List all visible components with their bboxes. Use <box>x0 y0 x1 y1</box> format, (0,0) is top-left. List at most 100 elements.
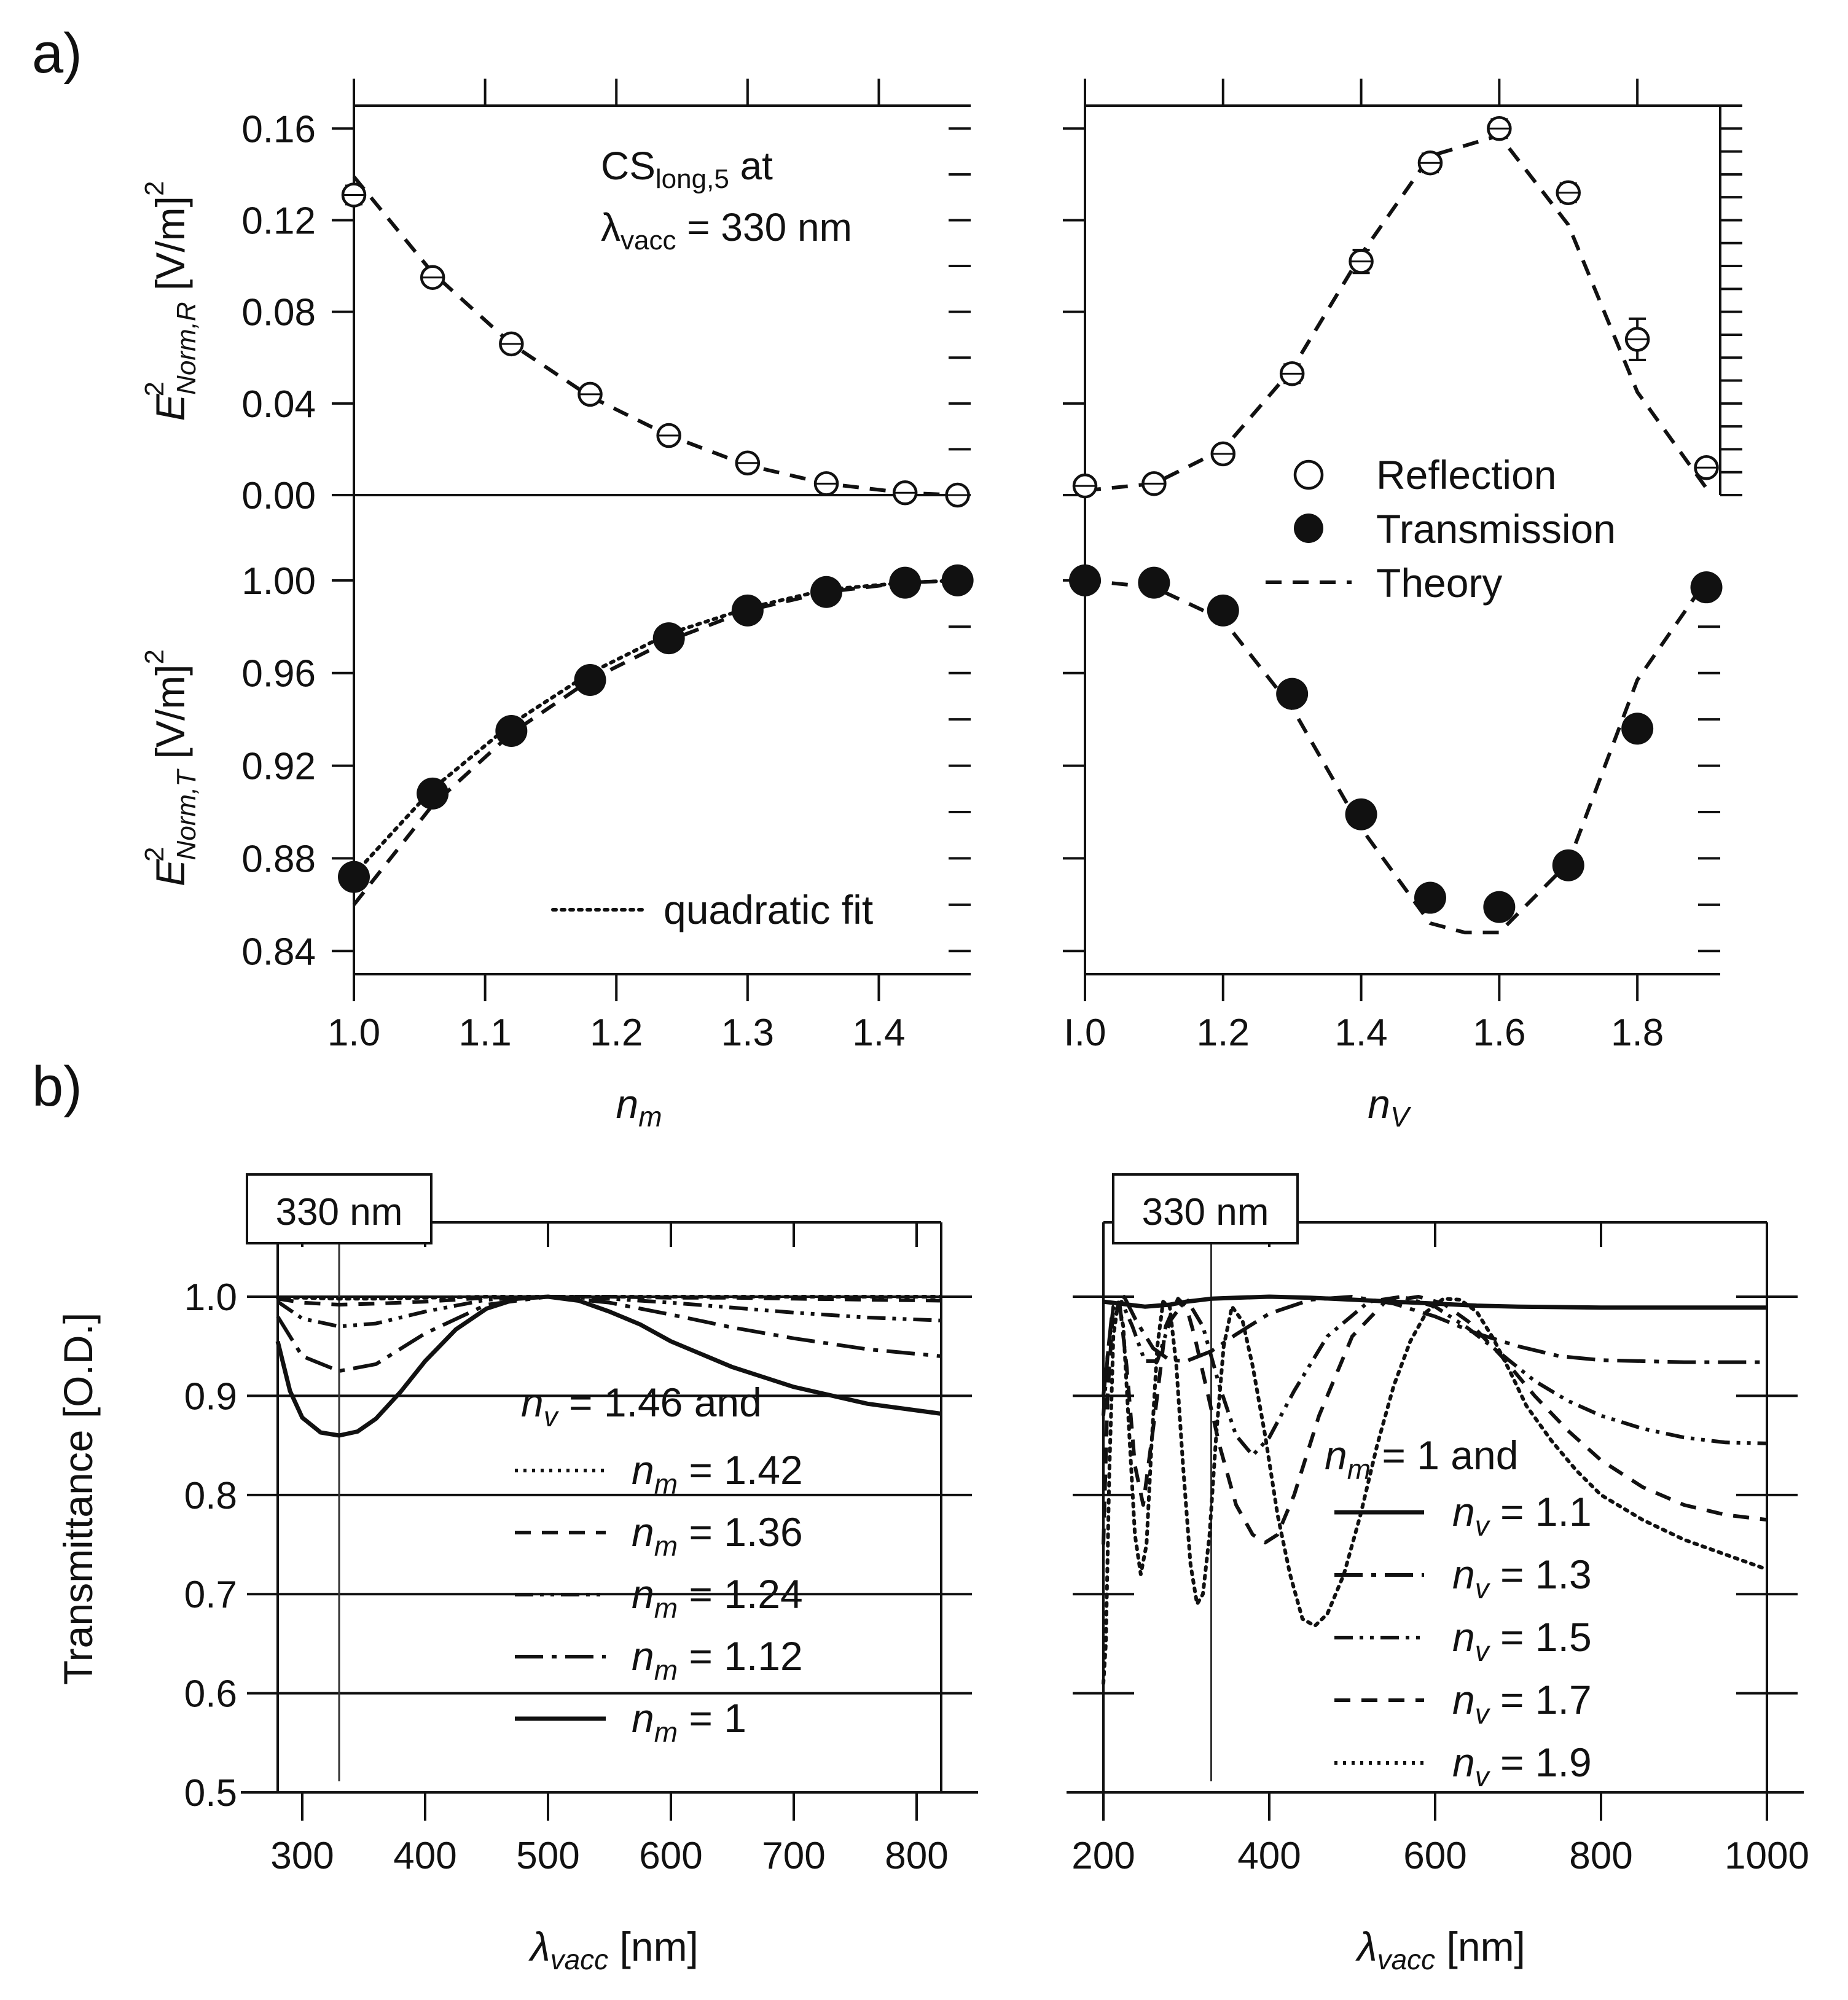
legend-label-tail: = 1.9 <box>1489 1740 1592 1785</box>
legend-label-tail: = 1.36 <box>678 1509 803 1555</box>
annotation-tail: at <box>729 144 773 188</box>
transmission-point <box>731 594 764 627</box>
legend-title-main: n <box>521 1380 544 1425</box>
x-tick-label: 800 <box>1569 1835 1632 1877</box>
legend-label-sub: m <box>654 1716 678 1748</box>
x-axis-title-lambda-left: λvacc [nm] <box>528 1924 699 1975</box>
wavelength-marker-label: 330 nm <box>1142 1191 1269 1233</box>
legend-label: nm = 1.12 <box>632 1633 803 1686</box>
x-tick-label: 1.0 <box>327 1012 380 1054</box>
transmittance-curve <box>275 1294 942 1438</box>
wavelength-marker-box <box>246 1173 433 1244</box>
annotation-main: λ <box>601 205 621 249</box>
transmittance-curve <box>1102 1297 1769 1686</box>
legend-title-left: nv = 1.46 and <box>521 1380 762 1432</box>
x-tick-label: 1.8 <box>1611 1012 1664 1054</box>
legend-swatch-transmission <box>1294 514 1323 543</box>
x-title-sub: V <box>1390 1101 1412 1133</box>
legend-label-sub: v <box>1475 1510 1491 1542</box>
annotation-sub: long,5 <box>656 164 729 194</box>
legend-label-tail: = 1.1 <box>1489 1489 1592 1534</box>
x-tick-label: 500 <box>516 1835 579 1877</box>
x-title-sub: vacc <box>550 1943 609 1975</box>
y-tick-label: 1.00 <box>241 560 316 603</box>
transmission-point <box>810 576 843 608</box>
y-title-unit: [V/m] <box>147 196 193 302</box>
legend-label: nv = 1.7 <box>1452 1677 1592 1730</box>
x-tick-label: 300 <box>270 1835 334 1877</box>
transmission-point <box>574 664 606 697</box>
legend-title-main: n <box>1325 1432 1347 1478</box>
transmission-point <box>495 715 528 747</box>
transmission-point <box>889 566 922 599</box>
legend-label: nm = 1.24 <box>632 1571 803 1624</box>
legend-label-sub: v <box>1475 1635 1491 1667</box>
x-tick-label: 1.1 <box>459 1012 512 1054</box>
y-tick-label: 0.6 <box>184 1673 237 1716</box>
legend-title-tail: = 1.46 and <box>558 1380 762 1425</box>
legend-label-sub: v <box>1475 1760 1491 1792</box>
legend-label-main: n <box>1452 1740 1475 1785</box>
legend-label-sub: m <box>654 1530 678 1562</box>
legend-title-tail: = 1 and <box>1371 1432 1518 1478</box>
transmission-point <box>338 861 370 893</box>
y-tick-label: 0.9 <box>184 1375 237 1418</box>
legend-label: nv = 1.9 <box>1452 1740 1592 1792</box>
x-tick-label: 1.2 <box>1197 1012 1250 1054</box>
transmittance-curve <box>1102 1295 1768 1458</box>
y-title-sub: Norm,T <box>171 768 202 861</box>
y-axis-title-reflection: E2Norm,R [V/m]2 <box>139 181 202 421</box>
quadratic-fit-curve <box>352 578 960 877</box>
legend-label-main: n <box>632 1509 654 1555</box>
x-axis-title-nv: nV <box>1368 1081 1412 1133</box>
x-tick-label: I.0 <box>1064 1012 1106 1054</box>
x-title-sub: vacc <box>1377 1943 1436 1975</box>
y-title-base: E <box>147 393 193 421</box>
legend-label-main: n <box>632 1447 654 1493</box>
y-tick-label: 0.84 <box>241 931 316 973</box>
legend-label-main: n <box>632 1571 654 1617</box>
y-tick-label: 0.96 <box>241 653 316 695</box>
annotation-tail: = 330 nm <box>676 205 852 249</box>
theory-curve-transmission-nm <box>352 578 958 906</box>
x-tick-label: 400 <box>1237 1835 1301 1877</box>
y-title-sub: Norm,R <box>171 302 202 395</box>
x-tick-label: 600 <box>1403 1835 1466 1877</box>
legend-label: nv = 1.5 <box>1452 1614 1592 1667</box>
panel-label-a: a) <box>32 22 82 85</box>
annotation-sub: vacc <box>621 225 676 256</box>
x-tick-label: 700 <box>762 1835 825 1877</box>
x-tick-label: 1000 <box>1725 1835 1809 1877</box>
legend-label: nm = 1.36 <box>632 1509 803 1562</box>
legend-label-sub: m <box>654 1468 678 1500</box>
legend-label: nv = 1.1 <box>1452 1489 1592 1542</box>
transmission-point <box>1207 594 1239 627</box>
legend-label-main: n <box>632 1633 654 1679</box>
legend-label-tail: = 1.24 <box>678 1571 803 1617</box>
legend-title-sub: v <box>544 1400 560 1432</box>
y-tick-label: 0.04 <box>241 383 316 426</box>
transmission-point <box>1552 849 1584 881</box>
legend-label: nm = 1 <box>632 1695 746 1748</box>
x-title-main: λ <box>1355 1924 1377 1969</box>
y-tick-label: 0.7 <box>184 1574 237 1616</box>
x-tick-label: 1.2 <box>590 1012 643 1054</box>
legend-label-tail: = 1.7 <box>1489 1677 1592 1722</box>
y-title-sup: 2 <box>139 846 170 861</box>
y-title-unit-sup: 2 <box>139 181 170 196</box>
legend-label-sub: m <box>654 1592 678 1624</box>
y-title-sup: 2 <box>139 381 170 396</box>
y-tick-label: 0.12 <box>241 200 316 242</box>
legend-label-sub: m <box>654 1654 678 1686</box>
y-tick-label: 0.08 <box>241 292 316 334</box>
y-tick-label: 0.5 <box>184 1772 237 1814</box>
legend-label-sub: v <box>1475 1572 1491 1604</box>
x-tick-label: 800 <box>885 1835 948 1877</box>
legend-label-reflection: Reflection <box>1376 452 1557 498</box>
x-tick-label: 1.4 <box>1334 1012 1387 1054</box>
y-title-base: E <box>147 859 193 886</box>
transmission-point <box>941 564 974 596</box>
x-title-sub: m <box>638 1101 662 1133</box>
legend-label-sub: v <box>1475 1698 1491 1730</box>
x-tick-label: 400 <box>393 1835 456 1877</box>
